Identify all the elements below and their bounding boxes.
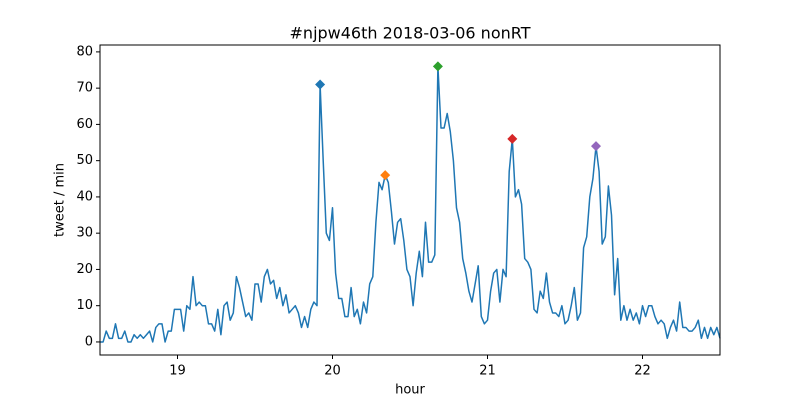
y-tick-label: 0 [85, 334, 93, 349]
peak-marker [591, 141, 601, 152]
y-tick-label: 30 [76, 226, 93, 241]
chart-title: #njpw46th 2018-03-06 nonRT [290, 24, 531, 43]
peak-marker [315, 79, 326, 90]
y-axis-label: tweet / min [53, 163, 68, 237]
y-tick-label: 80 [76, 44, 93, 59]
peak-marker [432, 61, 443, 72]
x-tick-label: 22 [634, 364, 651, 379]
peak-marker [380, 170, 391, 181]
y-tick-label: 40 [76, 189, 93, 204]
y-tick-label: 10 [76, 298, 93, 313]
data-line [100, 65, 721, 343]
x-tick-label: 20 [324, 364, 341, 379]
y-tick-label: 60 [76, 117, 93, 132]
y-tick-label: 20 [76, 262, 93, 277]
x-tick-label: 21 [479, 364, 496, 379]
y-tick-label: 70 [76, 81, 93, 96]
x-axis-label: hour [395, 383, 425, 398]
x-tick-label: 19 [169, 364, 186, 379]
peak-marker [507, 133, 518, 144]
plot-frame [99, 44, 721, 356]
y-tick-label: 50 [76, 153, 93, 168]
